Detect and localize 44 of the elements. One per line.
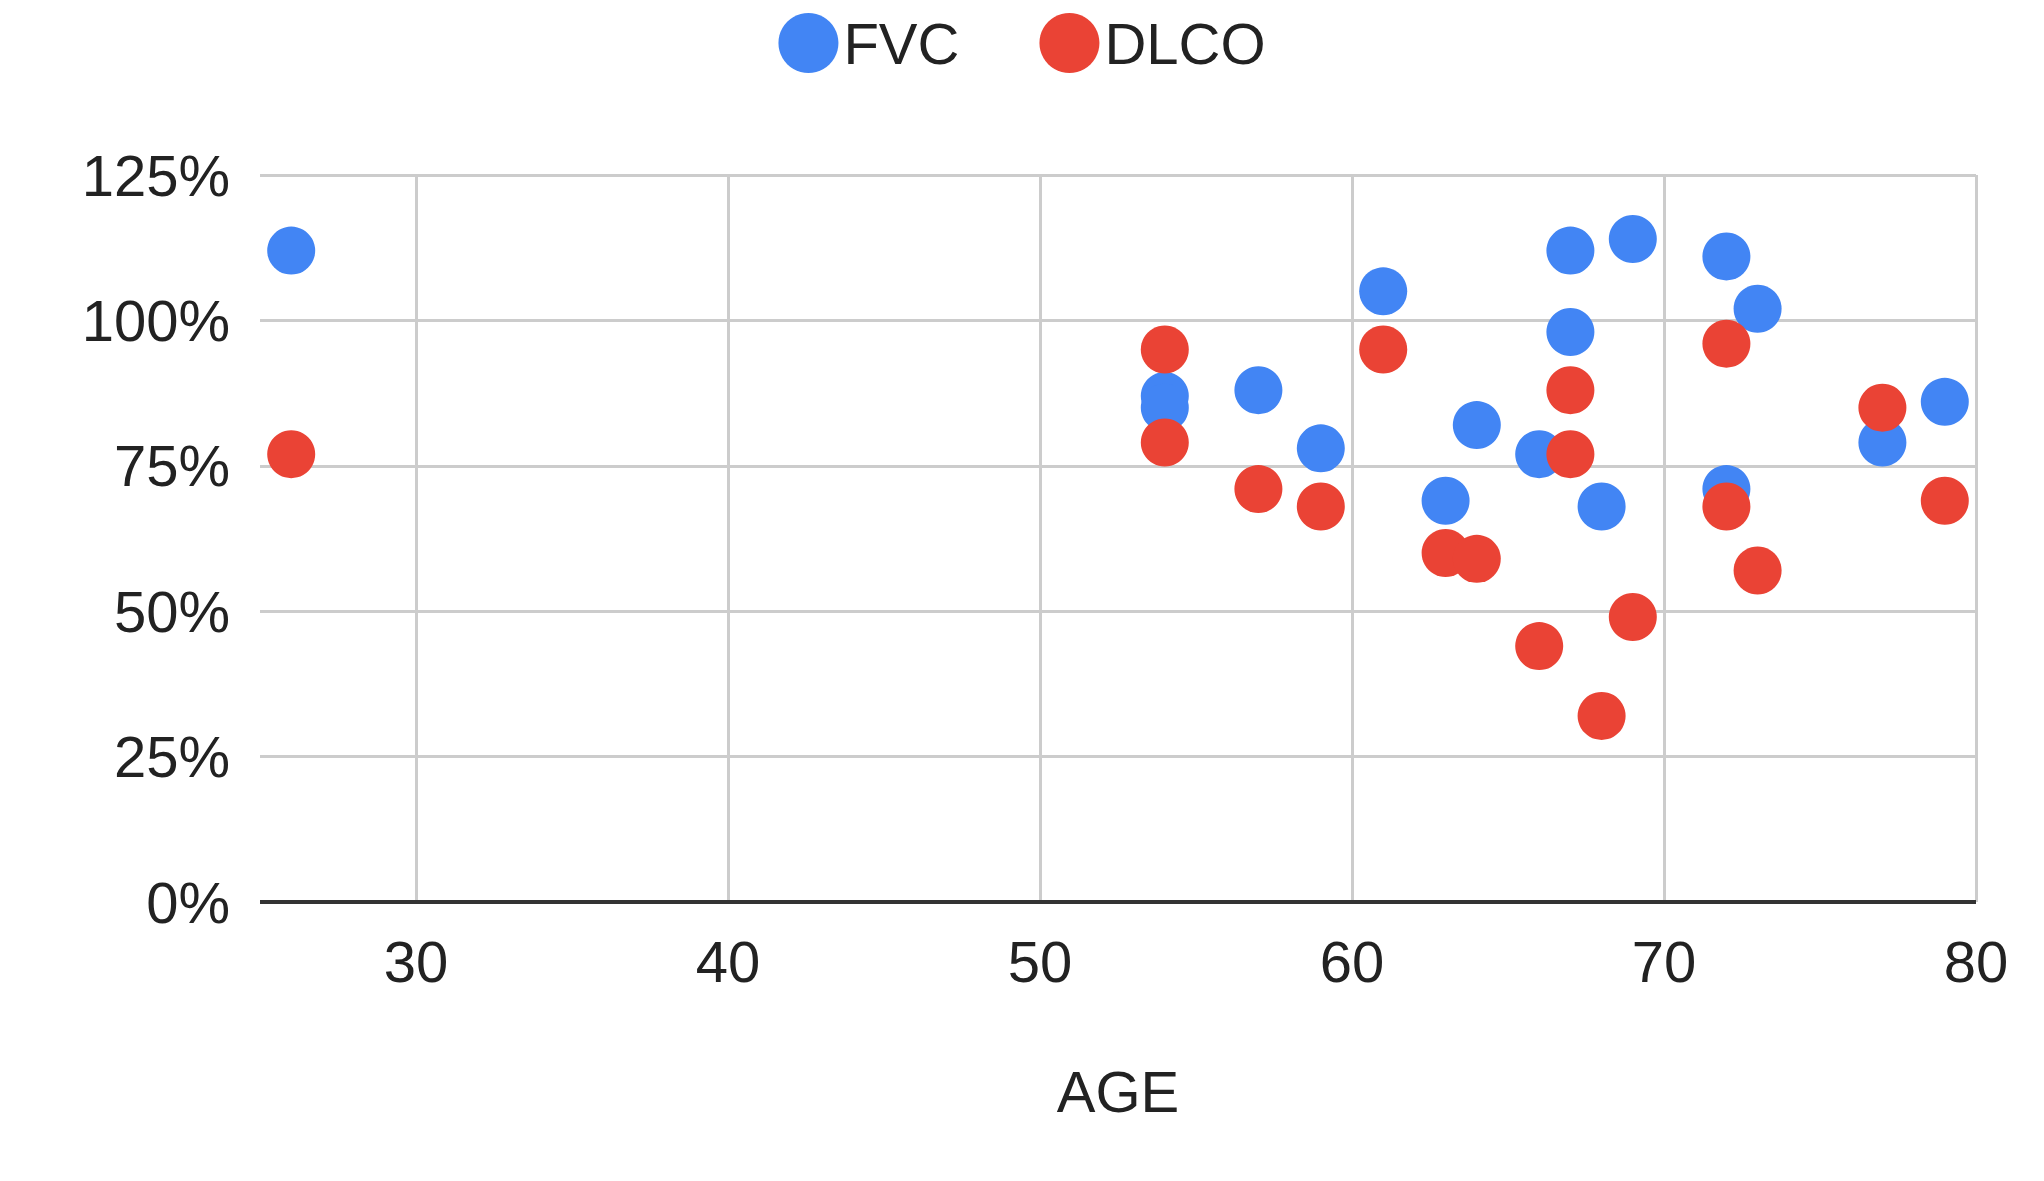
point (1546, 308, 1595, 357)
point (1702, 482, 1751, 531)
point (1296, 424, 1345, 473)
y-tick-label: 125% (81, 142, 230, 208)
point (1920, 377, 1969, 426)
point (1140, 418, 1189, 467)
y-tick-label: 75% (113, 433, 230, 499)
point (1546, 366, 1595, 415)
point (1577, 482, 1626, 531)
point (1359, 267, 1408, 316)
x-tick-label: 40 (695, 928, 761, 994)
point (267, 226, 316, 275)
point (1452, 401, 1501, 450)
point (1296, 482, 1345, 531)
x-axis-title: AGE (1056, 1058, 1180, 1124)
y-tick-label: 100% (81, 287, 230, 353)
legend-label: FVC (843, 10, 960, 76)
point (1234, 465, 1283, 514)
x-tick-label: 60 (1319, 928, 1385, 994)
point (1234, 366, 1283, 415)
point (1359, 325, 1408, 374)
point (1858, 383, 1907, 432)
point (1608, 214, 1657, 263)
x-tick-label: 80 (1943, 928, 2009, 994)
point (267, 430, 316, 479)
point (1515, 622, 1564, 671)
y-tick-label: 0% (146, 869, 230, 935)
point (1140, 325, 1189, 374)
x-tick-label: 50 (1007, 928, 1073, 994)
point (1546, 226, 1595, 275)
point (1733, 284, 1782, 333)
point (1702, 232, 1751, 281)
point (1546, 430, 1595, 479)
point (1702, 319, 1751, 368)
point (1421, 476, 1470, 525)
y-tick-label: 50% (113, 578, 230, 644)
x-tick-label: 70 (1631, 928, 1697, 994)
x-tick-label: 30 (383, 928, 449, 994)
point (1733, 546, 1782, 595)
point (1608, 593, 1657, 641)
y-tick-label: 25% (113, 724, 230, 790)
point (1920, 476, 1969, 525)
point (1577, 691, 1626, 740)
legend-label: DLCO (1104, 10, 1266, 76)
